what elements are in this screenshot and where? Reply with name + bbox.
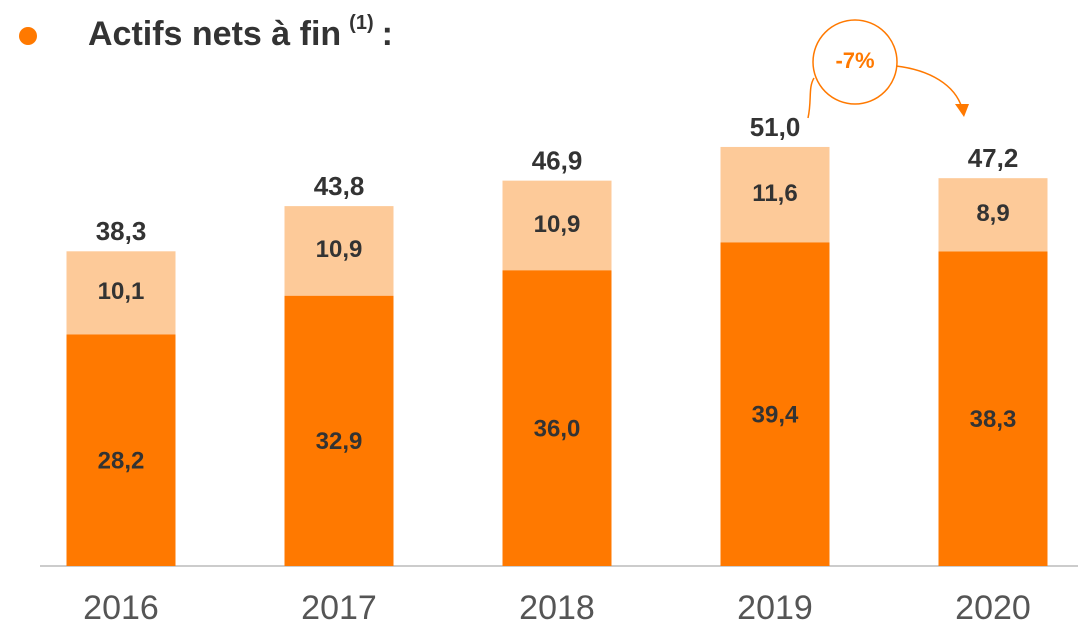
x-tick-label: 2016 xyxy=(83,589,159,627)
total-label: 38,3 xyxy=(96,216,147,246)
bar-segment xyxy=(284,206,394,296)
annotation: -7% xyxy=(835,48,874,73)
value-label: 10,1 xyxy=(98,278,145,305)
value-label: 28,2 xyxy=(98,447,145,474)
title-bullet xyxy=(19,27,37,45)
value-label: 32,9 xyxy=(316,428,363,455)
arrow-head xyxy=(955,104,969,117)
value-label: 8,9 xyxy=(976,200,1009,227)
total-label: 47,2 xyxy=(968,143,1019,173)
annotation-arrow xyxy=(807,77,815,119)
value-label: 10,9 xyxy=(534,211,581,238)
total-label: 43,8 xyxy=(314,171,365,201)
total-label: 46,9 xyxy=(532,146,583,176)
value-label: 39,4 xyxy=(752,401,799,428)
annotation-circle xyxy=(812,19,898,105)
title-text: Actifs nets à fin xyxy=(88,15,341,53)
bar-segment xyxy=(66,334,176,566)
annotation-arrow xyxy=(895,65,963,109)
total-label: 51,0 xyxy=(750,112,801,142)
bar-segment xyxy=(284,295,394,566)
bar-segment xyxy=(720,242,830,566)
chart-title: Actifs nets à fin (1): xyxy=(88,12,393,53)
title-superscript: (1) xyxy=(349,12,373,34)
x-tick-label: 2020 xyxy=(955,589,1031,627)
bar-segment xyxy=(938,251,1048,566)
bar-segment xyxy=(502,270,612,566)
value-label: 38,3 xyxy=(970,406,1017,433)
bar-segment xyxy=(720,146,830,243)
x-tick-label: 2018 xyxy=(519,589,595,627)
bar-segment xyxy=(66,251,176,335)
value-label: 11,6 xyxy=(752,180,797,207)
x-tick-label: 2017 xyxy=(301,589,377,627)
bar-segment xyxy=(938,178,1048,252)
bar-segment xyxy=(502,180,612,271)
title-suffix: : xyxy=(382,15,393,53)
x-tick-label: 2019 xyxy=(737,589,813,627)
value-label: 36,0 xyxy=(534,415,581,442)
value-label: 10,9 xyxy=(316,236,363,263)
